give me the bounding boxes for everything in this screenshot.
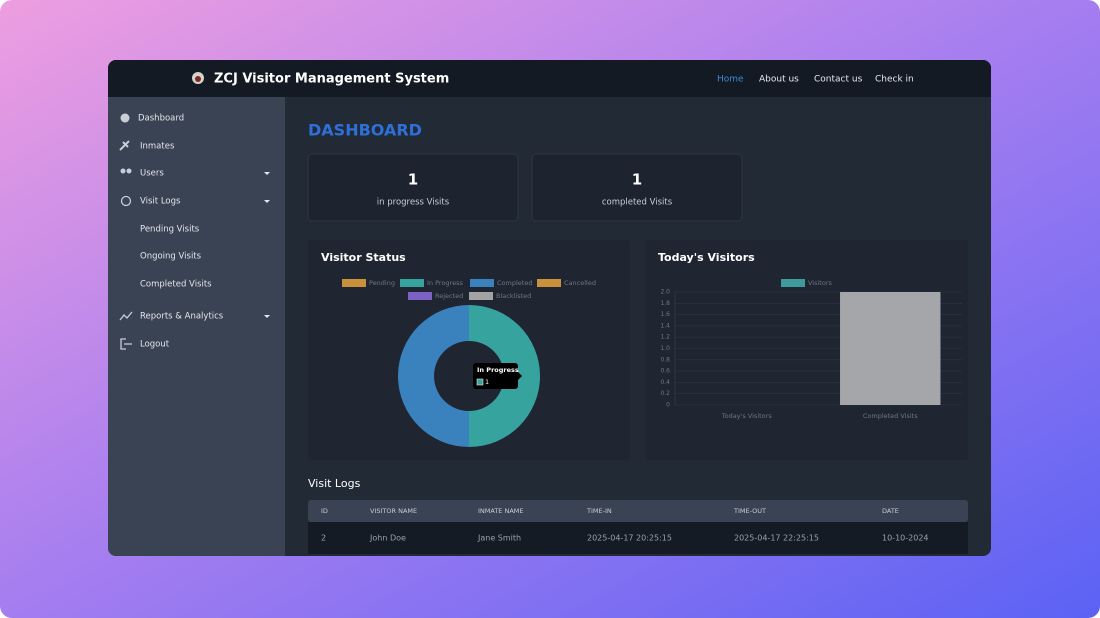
legend-label: Blacklisted <box>496 292 531 300</box>
column-header: ID <box>321 507 328 515</box>
column-header: VISITOR NAME <box>370 507 417 515</box>
stat-value: 1 <box>408 171 418 189</box>
legend-swatch <box>469 292 493 300</box>
legend-swatch <box>470 279 494 287</box>
icon-dashboard <box>120 113 130 123</box>
nav-link[interactable]: About us <box>759 75 799 85</box>
sidebar-item[interactable]: Dashboard <box>138 114 184 124</box>
stat-card <box>307 153 519 222</box>
icon-reports <box>119 311 133 321</box>
chart-title: Today's Visitors <box>658 251 755 264</box>
table-cell: Jane Smith <box>477 534 521 543</box>
sidebar-item[interactable]: Visit Logs <box>140 197 181 207</box>
sidebar-item[interactable]: Ongoing Visits <box>140 252 202 262</box>
y-tick-label: 0.4 <box>660 379 670 386</box>
column-header: INMATE NAME <box>478 507 524 515</box>
y-tick-label: 1.6 <box>660 311 670 318</box>
x-tick-label: Today's Visitors <box>721 412 773 420</box>
sidebar-item[interactable]: Logout <box>140 340 170 350</box>
sidebar <box>108 97 285 556</box>
chart-panel <box>308 240 630 460</box>
icon-logout <box>120 338 132 350</box>
caret <box>264 200 270 203</box>
x-tick-label: Completed Visits <box>863 412 918 420</box>
navbar <box>108 60 991 97</box>
column-header: TIME-OUT <box>733 507 766 515</box>
legend-swatch <box>408 292 432 300</box>
nav-link[interactable]: Home <box>717 75 744 85</box>
legend-swatch <box>537 279 561 287</box>
table-cell: John Doe <box>369 534 406 543</box>
stat-label: completed Visits <box>602 198 673 208</box>
legend-swatch <box>781 279 805 287</box>
legend-label: Rejected <box>435 292 463 300</box>
stat-label: in progress Visits <box>377 198 450 208</box>
legend-label: Pending <box>369 279 395 287</box>
table-row <box>308 522 968 554</box>
tooltip-value: 1 <box>485 378 489 386</box>
icon-inmates <box>119 140 130 151</box>
y-tick-label: 1.8 <box>660 300 670 307</box>
y-tick-label: 1.0 <box>660 345 670 352</box>
bar <box>840 292 941 405</box>
table-cell: 2025-04-17 22:25:15 <box>734 534 819 543</box>
sidebar-item[interactable]: Users <box>140 169 164 179</box>
table-cell: 2 <box>321 534 326 543</box>
icon-users <box>120 168 126 174</box>
column-header: TIME-IN <box>586 507 612 515</box>
table-cell: 2025-04-17 20:25:15 <box>587 534 672 543</box>
donut-segment <box>398 305 469 447</box>
tooltip-arrow <box>518 372 522 380</box>
icon-visit-logs <box>120 195 132 207</box>
y-tick-label: 0.8 <box>660 356 670 363</box>
nav-link[interactable]: Check in <box>875 75 914 85</box>
legend-label: In Progress <box>427 279 463 287</box>
tooltip-title: In Progress <box>477 366 519 374</box>
table-header <box>308 500 968 522</box>
legend-label: Visitors <box>808 279 832 287</box>
y-tick-label: 0.2 <box>660 390 670 397</box>
chart-title: Visitor Status <box>321 251 406 264</box>
legend-swatch <box>400 279 424 287</box>
sidebar-item[interactable]: Reports & Analytics <box>140 312 224 322</box>
stat-value: 1 <box>632 171 642 189</box>
column-header: DATE <box>882 507 899 515</box>
nav-link[interactable]: Contact us <box>814 75 863 85</box>
caret <box>264 172 270 175</box>
sidebar-item[interactable]: Completed Visits <box>140 280 212 290</box>
y-tick-label: 0.6 <box>660 368 670 375</box>
stat-card <box>531 153 743 222</box>
table-cell: 10-10-2024 <box>882 534 929 543</box>
page-title: DASHBOARD <box>308 121 422 140</box>
y-tick-label: 2.0 <box>660 289 670 296</box>
y-tick-label: 1.2 <box>660 334 670 341</box>
logo-detail <box>195 76 201 82</box>
legend-swatch <box>342 279 366 287</box>
legend-label: Completed <box>497 279 532 287</box>
legend-label: Cancelled <box>564 279 596 287</box>
tooltip-swatch <box>476 378 484 386</box>
app-window: ZCJ Visitor Management System Home About u… <box>108 60 991 556</box>
icon-users <box>126 168 132 174</box>
sidebar-item[interactable]: Inmates <box>140 142 175 152</box>
brand[interactable]: ZCJ Visitor Management System <box>214 72 449 87</box>
table-title: Visit Logs <box>308 477 361 490</box>
sidebar-item[interactable]: Pending Visits <box>140 225 200 235</box>
tooltip <box>473 363 518 389</box>
caret <box>264 315 270 318</box>
y-tick-label: 0 <box>666 402 670 409</box>
y-tick-label: 1.4 <box>660 322 670 329</box>
